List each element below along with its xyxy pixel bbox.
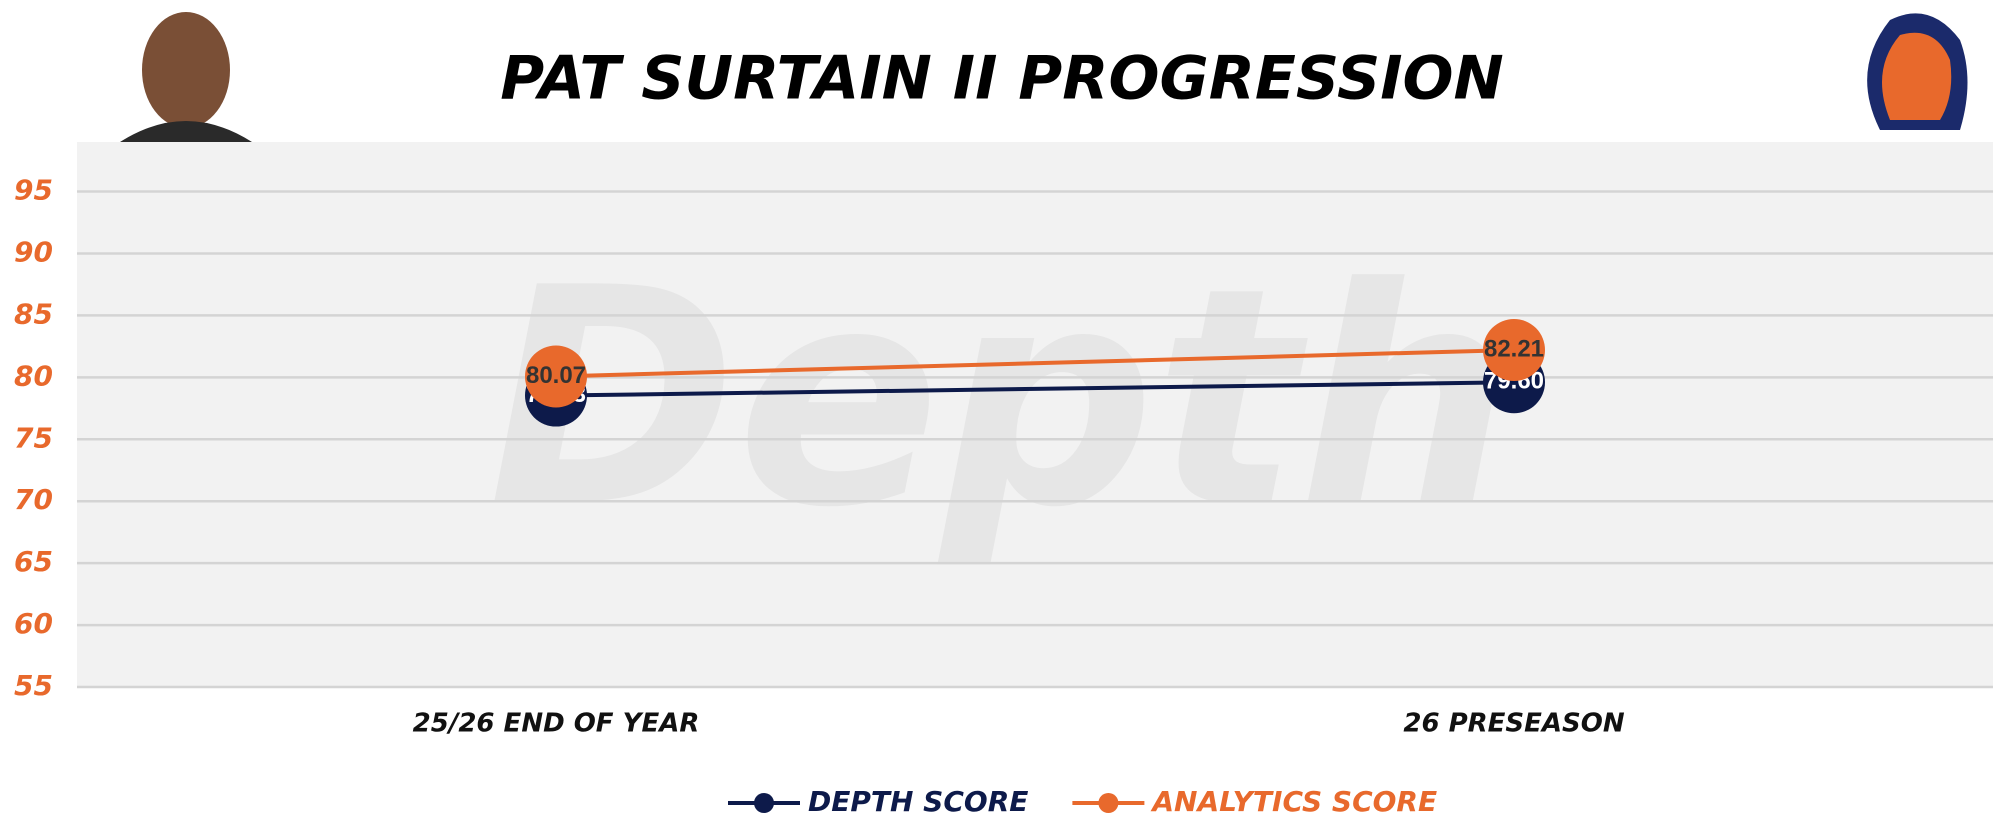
legend-label: ANALYTICS SCORE	[1150, 785, 1437, 818]
y-tick-label: 75	[14, 421, 53, 454]
legend-label: DEPTH SCORE	[808, 785, 1028, 818]
legend-marker	[754, 793, 774, 813]
y-tick-label: 55	[14, 669, 53, 702]
y-tick-label: 60	[14, 607, 53, 640]
y-tick-label: 90	[14, 235, 53, 268]
data-label: 82.21	[1484, 335, 1544, 362]
player-photo	[120, 12, 252, 142]
y-tick-label: 65	[14, 545, 53, 578]
plot-background	[77, 142, 1993, 687]
watermark: Depth	[488, 224, 1512, 573]
series-line	[555, 347, 1515, 379]
y-tick-label: 95	[14, 174, 53, 207]
data-point	[525, 345, 587, 408]
chart-title: PAT SURTAIN II PROGRESSION	[500, 44, 1504, 114]
series-line	[555, 380, 1515, 398]
team-logo	[1867, 13, 1968, 130]
x-tick-label: 26 PRESEASON	[1403, 709, 1625, 739]
y-tick-label: 85	[14, 297, 53, 330]
y-tick-label: 70	[14, 483, 53, 516]
legend-marker	[1098, 793, 1119, 813]
data-label: 80.07	[526, 362, 586, 389]
data-point	[1483, 318, 1545, 381]
x-tick-label: 25/26 END OF YEAR	[413, 709, 700, 739]
y-tick-label: 80	[14, 359, 53, 392]
